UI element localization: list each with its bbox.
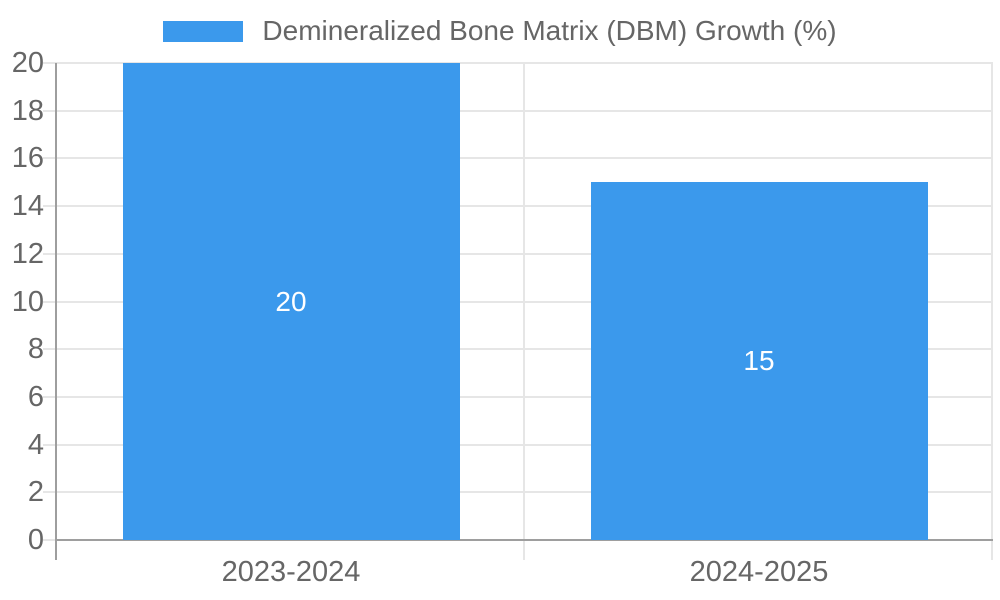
y-gridline [57, 205, 993, 208]
y-gridline [57, 395, 993, 398]
y-tick-label: 14 [11, 190, 44, 223]
y-tick-label: 20 [11, 47, 44, 79]
y-tick-label: 6 [27, 380, 44, 413]
y-gridline [57, 300, 993, 303]
x-gridline [991, 63, 993, 560]
legend-label: Demineralized Bone Matrix (DBM) Growth (… [262, 15, 837, 46]
y-tick-mark [43, 62, 57, 64]
y-axis-line [55, 63, 57, 560]
legend-swatch [163, 20, 244, 42]
y-gridline [57, 443, 993, 446]
x-axis-line [55, 539, 993, 541]
y-tick-label: 16 [11, 142, 44, 175]
y-tick-mark [43, 395, 57, 398]
y-gridline [57, 491, 993, 494]
y-tick-label: 10 [11, 285, 44, 318]
bar-value-label: 20 [275, 285, 307, 317]
y-gridline [57, 348, 993, 351]
bar: 20 [122, 63, 460, 540]
y-tick-mark [43, 157, 57, 160]
y-gridline [57, 62, 993, 64]
y-gridline [57, 252, 993, 255]
y-gridline [57, 157, 993, 160]
legend-item[interactable]: Demineralized Bone Matrix (DBM) Growth (… [0, 15, 1000, 47]
bar: 15 [590, 182, 928, 540]
bar-value-label: 15 [743, 345, 775, 377]
y-tick-mark [43, 443, 57, 446]
y-tick-mark [43, 348, 57, 351]
x-gridline [523, 63, 525, 560]
y-tick-mark [43, 205, 57, 208]
y-tick-mark [43, 252, 57, 255]
y-tick-mark [43, 300, 57, 303]
x-tick-label: 2023-2024 [221, 556, 361, 588]
y-tick-label: 12 [11, 237, 44, 270]
y-tick-mark [43, 109, 57, 112]
y-tick-label: 4 [27, 428, 44, 461]
y-tick-mark [43, 539, 57, 541]
y-tick-label: 8 [27, 333, 44, 366]
y-gridline [57, 109, 993, 112]
y-tick-label: 18 [11, 94, 44, 127]
y-tick-label: 2 [27, 476, 44, 509]
y-tick-mark [43, 491, 57, 494]
x-tick-label: 2024-2025 [689, 556, 829, 588]
y-tick-label: 0 [27, 524, 44, 556]
